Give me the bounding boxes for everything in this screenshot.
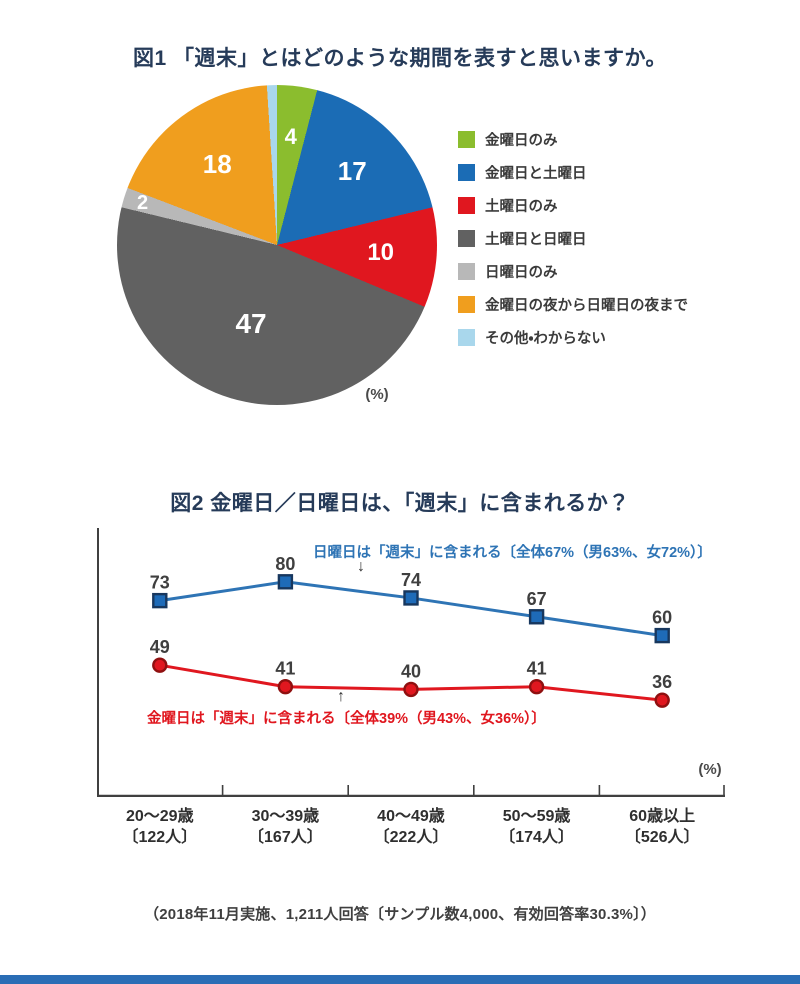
legend-label: 土曜日のみ — [485, 199, 558, 215]
bottom-bar — [0, 975, 800, 984]
age-group-label: 50～59歳 — [502, 808, 571, 825]
legend-swatch-icon — [458, 230, 475, 247]
legend-label: 日曜日のみ — [485, 265, 558, 281]
data-point — [403, 681, 419, 698]
pie-slice-value-label: 2 — [136, 192, 149, 215]
x-axis-label-cell: 60歳以上〔526人〕 — [599, 806, 725, 848]
data-point — [654, 627, 670, 644]
fig1-title: 図1 「週末」とはどのような期間を表すと思いますか。 — [132, 47, 668, 70]
pie-legend: 金曜日のみ金曜日と土曜日 土曜日のみ土曜日と日曜日 日曜日のみ金曜日の夜から日曜日の… — [458, 131, 688, 347]
pie-slice-value-label: 17 — [337, 155, 367, 186]
data-point — [528, 679, 545, 695]
point-value-label: 80 — [275, 554, 295, 574]
point-value-label: 60 — [652, 608, 672, 628]
pie-slice-value-label: 47 — [235, 308, 267, 340]
x-axis-labels: 20～29歳 〔122人〕 30～39歳 〔167人〕 40～49歳 〔222人〕 50～5… — [97, 806, 725, 848]
point-value-label: 74 — [401, 570, 421, 590]
legend-label: 金曜日の夜から日曜日の夜まで — [485, 298, 688, 314]
data-point — [152, 592, 168, 609]
data-point — [277, 679, 294, 695]
line-unit-label: (%) — [698, 761, 722, 778]
point-value-label: 41 — [527, 659, 547, 679]
pie-slice-value-label: 10 — [367, 239, 395, 267]
respondent-count-label: 〔222人〕 — [373, 829, 449, 847]
respondent-count-label: 〔526人〕 — [624, 829, 700, 847]
data-point — [403, 590, 419, 606]
x-axis-label-cell: 30～39歳 〔167人〕 — [223, 806, 349, 848]
x-axis-label-cell: 20～29歳 〔122人〕 — [97, 806, 223, 848]
fig2-title: 図2 金曜日／日曜日は、「週末」に含まれるか？ — [170, 492, 630, 515]
legend-item: 金曜日と土曜日 — [458, 164, 688, 182]
legend-swatch-icon — [458, 197, 475, 214]
respondent-count-label: 〔174人〕 — [499, 829, 574, 847]
legend-item: 金曜日のみ — [458, 131, 688, 149]
legend-label: 土曜日と日曜日 — [485, 232, 587, 248]
legend-item: 金曜日の夜から日曜日の夜まで — [458, 296, 688, 314]
line-chart-svg: 73 80 74 67 60 49 41 40 41 36 — [97, 528, 725, 797]
legend-swatch-icon — [458, 263, 475, 280]
age-group-label: 60歳以上 — [629, 808, 696, 825]
legend-label: 金曜日のみ — [485, 133, 558, 149]
pie-circle — [117, 85, 437, 405]
annotation-sunday-arrow-icon: ↓ — [357, 558, 365, 575]
respondent-count-label: 〔122人〕 — [122, 829, 198, 847]
point-value-label: 36 — [652, 672, 672, 692]
age-group-label: 40～49歳 — [377, 808, 445, 825]
legend-swatch-icon — [458, 329, 475, 346]
annotation-friday-arrow-icon: ↑ — [337, 688, 345, 705]
age-group-label: 30～39歳 — [251, 808, 320, 825]
legend-item: 日曜日のみ — [458, 263, 688, 281]
data-point — [654, 692, 670, 708]
respondent-count-label: 〔167人〕 — [248, 829, 323, 847]
legend-swatch-icon — [458, 296, 475, 313]
footnote: （2018年11月実施、1,211人回答〔サンプル数4,000、有効回答率30.… — [144, 906, 656, 923]
legend-swatch-icon — [458, 164, 475, 181]
legend-swatch-icon — [458, 131, 475, 148]
point-value-label: 40 — [401, 661, 421, 681]
point-value-label: 73 — [150, 573, 170, 593]
point-value-label: 49 — [150, 637, 170, 657]
x-axis-label-cell: 40～49歳 〔222人〕 — [348, 806, 474, 848]
legend-label: 金曜日と土曜日 — [485, 166, 587, 182]
pie-slice-value-label: 4 — [284, 124, 297, 150]
data-point — [277, 574, 294, 590]
pie-chart: 4 17 10 47 2 18 — [117, 85, 437, 405]
data-point — [152, 657, 168, 673]
legend-item: その他・わからない — [458, 329, 688, 347]
point-value-label: 67 — [527, 589, 547, 609]
pie-unit-label: (%) — [365, 386, 389, 403]
point-value-label: 41 — [275, 659, 295, 679]
legend-label: その他・わからない — [485, 331, 606, 347]
data-point — [528, 609, 545, 625]
legend-item: 土曜日と日曜日 — [458, 230, 688, 248]
age-group-label: 20～29歳 — [125, 808, 194, 825]
x-axis-label-cell: 50～59歳 〔174人〕 — [474, 806, 600, 848]
legend-item: 土曜日のみ — [458, 197, 688, 215]
pie-slice-value-label: 18 — [202, 148, 232, 179]
